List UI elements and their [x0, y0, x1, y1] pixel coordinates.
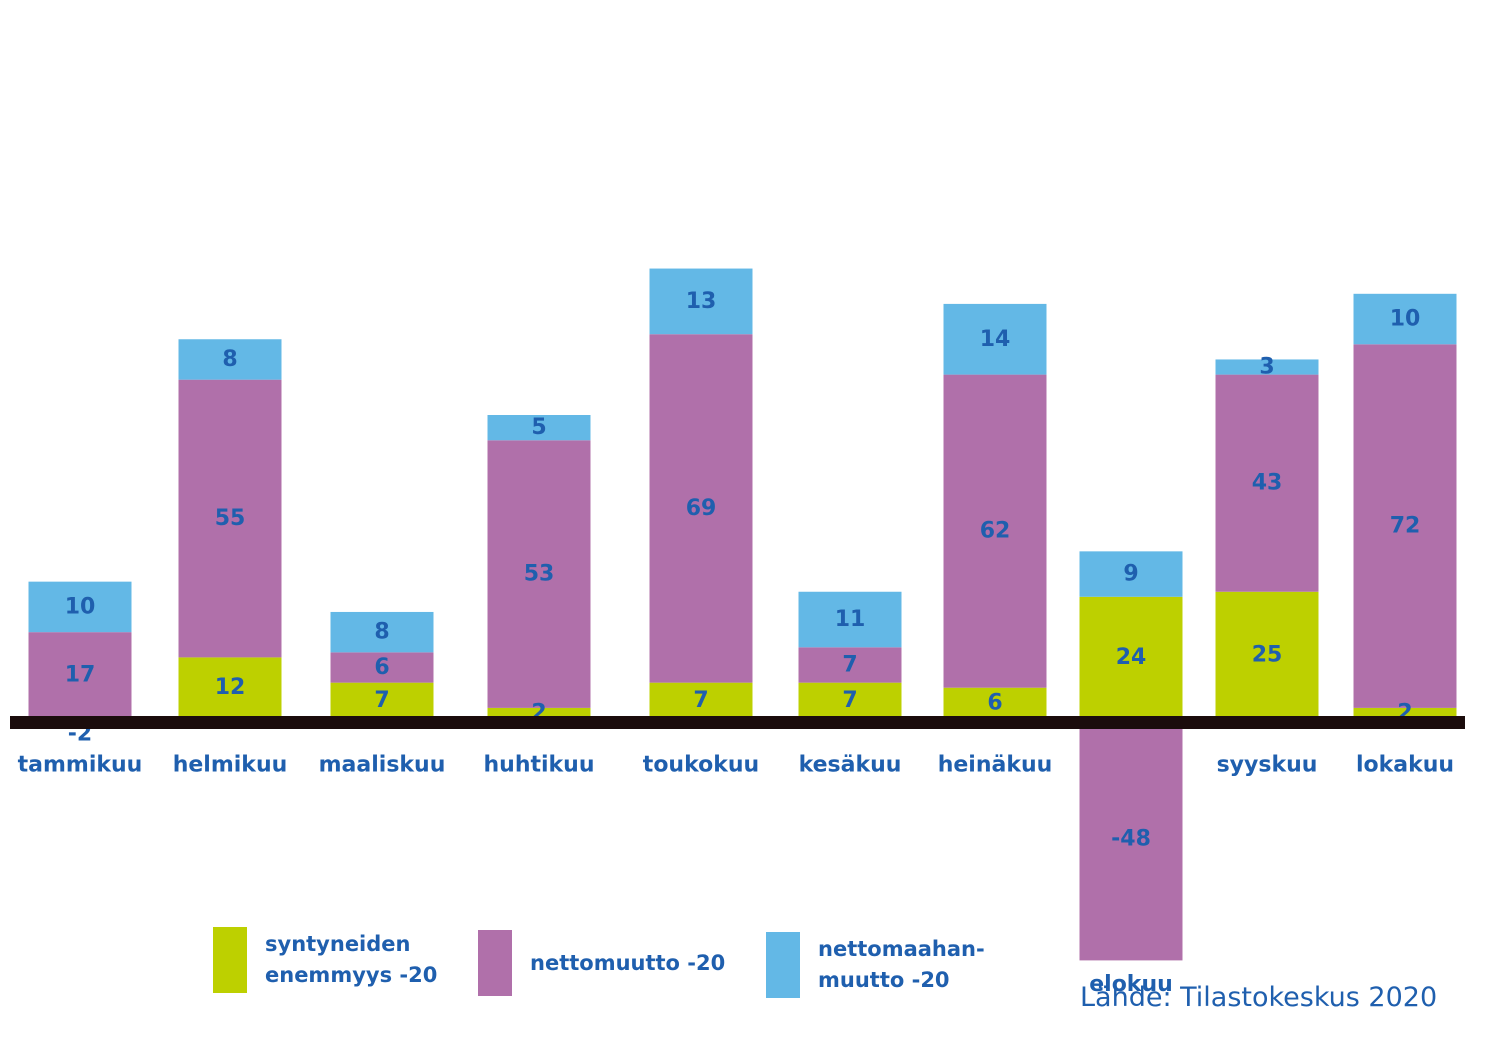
value-label: 72	[1390, 514, 1421, 539]
bar-segment-1-heinäkuu	[943, 374, 1047, 688]
legend-item-nettomaahanmuutto: nettomaahan- muutto -20	[766, 932, 985, 998]
value-label: 6	[987, 690, 1002, 715]
value-label: 3	[1259, 355, 1274, 380]
bar-segment-2-syyskuu	[1215, 359, 1319, 375]
value-label: 12	[215, 675, 246, 700]
bar-segment-1-lokakuu	[1353, 344, 1457, 708]
bar-segment-2-toukokuu	[649, 268, 753, 335]
bar-segment-2-lokakuu	[1353, 293, 1457, 345]
value-label: 24	[1116, 645, 1147, 670]
value-label: 6	[374, 655, 389, 680]
bar-segment-1-elokuu	[1079, 718, 1183, 961]
value-label: 10	[1390, 307, 1421, 332]
value-label: 7	[842, 688, 857, 713]
bar-segment-2-tammikuu	[28, 581, 132, 633]
category-label: syyskuu	[1217, 753, 1318, 778]
value-label: 17	[65, 663, 96, 688]
value-label: 7	[374, 688, 389, 713]
value-label: 7	[842, 652, 857, 677]
bar-segment-0-kesäkuu	[798, 682, 902, 718]
legend-label: syntyneiden enemmyys -20	[265, 932, 438, 987]
bar-segment-0-maaliskuu	[330, 682, 434, 718]
bar-segment-1-tammikuu	[28, 632, 132, 718]
bar-segment-1-syyskuu	[1215, 374, 1319, 592]
value-label: 25	[1252, 642, 1283, 667]
category-label: kesäkuu	[799, 753, 902, 778]
value-label: 8	[222, 347, 237, 372]
value-label: -48	[1111, 827, 1151, 852]
bar-segment-2-huhtikuu	[487, 415, 591, 441]
category-label: tammikuu	[18, 753, 143, 778]
legend-label: nettomuutto -20	[530, 950, 726, 975]
bar-segment-0-toukokuu	[649, 682, 753, 718]
category-label: elokuu	[1089, 972, 1173, 997]
bar-segment-2-helmikuu	[178, 339, 282, 380]
bar-segment-1-maaliskuu	[330, 652, 434, 683]
bar-segment-1-helmikuu	[178, 379, 282, 658]
bar-segment-0-huhtikuu	[487, 707, 591, 718]
bar-segment-0-syyskuu	[1215, 591, 1319, 718]
value-label: 53	[524, 562, 555, 587]
value-label: 69	[686, 496, 717, 521]
bars-layer	[28, 268, 1457, 961]
bar-segment-0-elokuu	[1079, 596, 1183, 718]
value-label: 43	[1252, 471, 1283, 496]
legend-swatch	[213, 927, 247, 993]
category-label: huhtikuu	[484, 753, 595, 778]
value-label: 5	[531, 415, 546, 440]
value-label: 14	[980, 327, 1011, 352]
value-label: 7	[693, 688, 708, 713]
bar-segment-1-toukokuu	[649, 334, 753, 683]
category-label: helmikuu	[173, 753, 288, 778]
category-labels-layer: tammikuu helmikuu maaliskuu huhtikuu toukoku…	[18, 753, 1454, 997]
legend: syntyneiden enemmyys -20 nettomuutto -20…	[0, 925, 1486, 1005]
legend-swatch	[766, 932, 800, 998]
value-label: 62	[980, 519, 1011, 544]
value-label: 13	[686, 289, 717, 314]
value-label: 55	[215, 506, 246, 531]
bar-segment-0-lokakuu	[1353, 707, 1457, 718]
category-label: heinäkuu	[938, 753, 1053, 778]
source-note: Lähde: Tilastokeskus 2020	[1080, 982, 1438, 1013]
zero-baseline	[10, 716, 1465, 729]
value-label: 10	[65, 594, 96, 619]
category-label: maaliskuu	[319, 753, 446, 778]
bar-segment-2-elokuu	[1079, 551, 1183, 597]
bar-segment-0-helmikuu	[178, 657, 282, 718]
bar-segment-2-heinäkuu	[943, 303, 1047, 375]
bar-segment-2-maaliskuu	[330, 611, 434, 653]
legend-swatch	[478, 930, 512, 996]
value-label: 9	[1123, 562, 1138, 587]
value-label: 8	[374, 620, 389, 645]
bar-segment-2-kesäkuu	[798, 591, 902, 648]
legend-item-nettomuutto: nettomuutto -20	[478, 930, 725, 996]
bar-segment-1-huhtikuu	[487, 440, 591, 708]
value-labels-layer: -217101255876825357691377116621424-48925…	[65, 289, 1421, 852]
bar-segment-1-kesäkuu	[798, 647, 902, 683]
legend-label: nettomaahan- muutto -20	[818, 937, 985, 992]
legend-item-syntyneiden: syntyneiden enemmyys -20	[213, 927, 437, 993]
value-label: 11	[835, 607, 866, 632]
category-label: toukokuu	[643, 753, 759, 778]
bar-segment-0-heinäkuu	[943, 687, 1047, 718]
category-label: lokakuu	[1356, 753, 1454, 778]
